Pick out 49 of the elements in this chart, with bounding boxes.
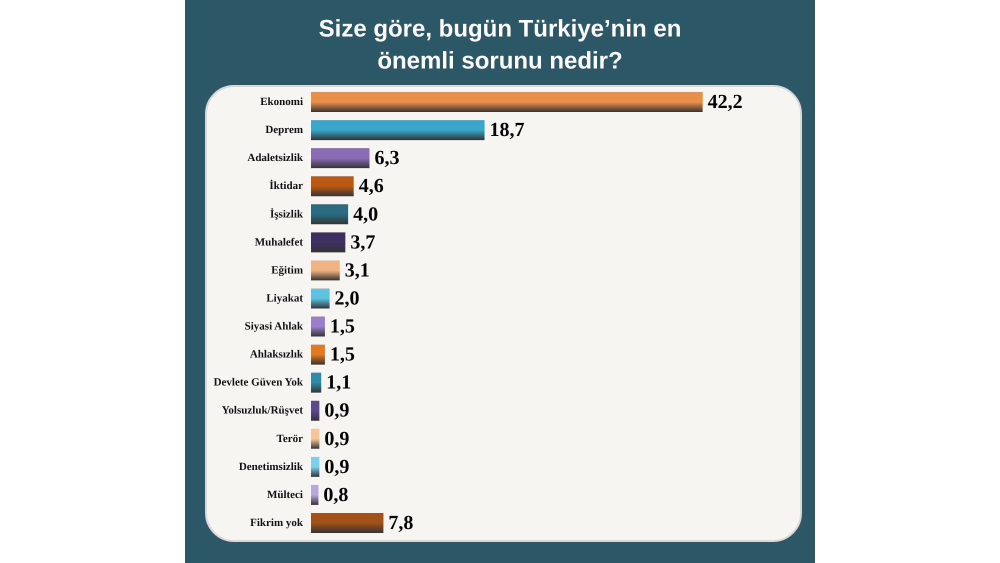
data-label: 0,9 — [324, 456, 350, 478]
y-tick-label: İşsizlik — [270, 207, 304, 220]
bar — [311, 456, 320, 477]
data-label: 4,6 — [358, 175, 384, 198]
bar — [311, 484, 318, 505]
bar — [311, 232, 346, 252]
y-tick-label: Ahlaksızlık — [250, 348, 304, 361]
chart-title: Size göre, bugün Türkiye’nin en önemli sorunu nedir? — [318, 16, 682, 74]
y-tick-label: İktidar — [269, 179, 304, 192]
y-tick-label: Eğitim — [271, 264, 303, 276]
data-label: 1,5 — [330, 316, 355, 338]
data-label: 18,7 — [490, 119, 525, 142]
data-label: 4,0 — [353, 203, 378, 226]
data-label: 7,8 — [388, 512, 414, 534]
y-tick-label: Mülteci — [266, 488, 303, 501]
bar — [311, 316, 325, 337]
data-label: 3,1 — [344, 259, 370, 282]
data-label: 3,7 — [350, 231, 376, 254]
bar — [311, 344, 325, 365]
y-tick-label: Muhalefet — [254, 236, 304, 248]
bar — [311, 148, 370, 168]
bar — [311, 120, 485, 140]
bar — [311, 372, 322, 393]
data-label: 0,9 — [324, 400, 350, 422]
bar — [311, 428, 320, 449]
data-label: 1,1 — [326, 372, 352, 394]
y-tick-label: Adaletsizlik — [247, 152, 304, 164]
y-tick-label: Denetimsizlik — [238, 460, 304, 473]
bar — [311, 92, 703, 112]
y-tick-label: Deprem — [265, 124, 303, 136]
y-tick-label: Liyakat — [266, 292, 304, 304]
data-label: 0,9 — [324, 428, 350, 450]
data-label: 2,0 — [334, 287, 360, 310]
data-label: 0,8 — [323, 484, 348, 506]
bar — [311, 204, 348, 224]
y-tick-label: Terör — [276, 432, 304, 445]
y-tick-label: Fikrim yok — [250, 516, 304, 529]
bar — [311, 176, 354, 196]
data-label: 42,2 — [708, 91, 743, 114]
bar — [311, 288, 330, 308]
y-tick-label: Siyasi Ahlak — [244, 320, 304, 333]
bar — [311, 400, 320, 421]
y-tick-label: Yolsuzluk/Rüşvet — [222, 404, 304, 417]
y-tick-label: Devlete Güven Yok — [214, 376, 304, 389]
y-tick-label: Ekonomi — [260, 96, 303, 108]
data-label: 6,3 — [374, 147, 400, 170]
bar — [311, 512, 384, 533]
bar — [311, 260, 340, 280]
data-label: 1,5 — [330, 344, 355, 366]
